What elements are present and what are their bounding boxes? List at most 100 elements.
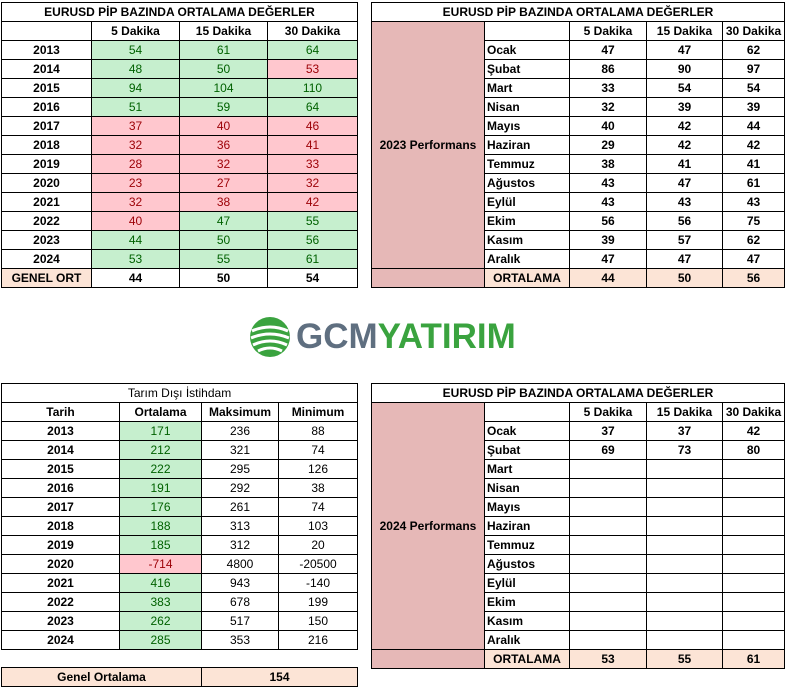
footer-label: GENEL ORT [1, 268, 92, 288]
column-header: Ortalama [119, 402, 202, 422]
perf-2024-table: EURUSD PİP BAZINDA ORTALAMA DEĞERLER 2024… [370, 383, 786, 669]
table-row: 2022 383 678 199 [1, 592, 359, 612]
column-header: Maksimum [201, 402, 279, 422]
value-cell: 42 [721, 421, 786, 441]
min-cell: 199 [277, 592, 359, 612]
year-cell: 2013 [1, 40, 92, 60]
side-label: 2023 Performans [371, 21, 485, 269]
table-row: Ocak 37 37 42 [372, 421, 786, 441]
average-cell: 191 [119, 478, 202, 498]
value-cell [721, 611, 786, 631]
max-cell: 236 [201, 421, 279, 441]
value-cell: 44 [721, 116, 786, 136]
footer-spacer [371, 268, 485, 288]
year-cell: 2020 [1, 554, 120, 574]
logo-text-gcm: GCM [296, 317, 378, 356]
table-row: Mart 33 54 54 [372, 78, 786, 98]
min-cell: 216 [277, 630, 359, 650]
value-cell: 40 [91, 211, 180, 231]
month-cell: Şubat [484, 59, 570, 79]
year-cell: 2023 [1, 611, 120, 631]
table-row: 2020 -714 4800 -20500 [1, 554, 359, 574]
value-cell: 28 [91, 154, 180, 174]
table-row: 2021 32 38 42 [1, 192, 358, 212]
value-cell [569, 497, 647, 517]
table-header-row: 2023 Performans 5 Dakika 15 Dakika 30 Dakik… [371, 21, 786, 269]
value-cell [569, 573, 647, 593]
table-title: Tarım Dışı İstihdam [0, 383, 359, 403]
value-cell [646, 459, 723, 479]
max-cell: 517 [201, 611, 279, 631]
value-cell: 55 [267, 211, 358, 231]
value-cell: 64 [267, 97, 358, 117]
perf-2024-body: EURUSD PİP BAZINDA ORTALAMA DEĞERLER 2024… [370, 383, 786, 669]
value-cell: 97 [721, 59, 786, 79]
logo-text: GCMYATIRIM [296, 317, 516, 357]
column-header: 30 Dakika [721, 21, 786, 41]
table-row: 2024 285 353 216 [1, 630, 359, 650]
column-header: 30 Dakika [267, 21, 358, 41]
table-row: 2014 212 321 74 [1, 440, 359, 460]
table-row: Mayıs 40 42 44 [372, 116, 786, 136]
value-cell: 90 [646, 59, 723, 79]
column-header [1, 21, 92, 41]
value-cell [721, 573, 786, 593]
gcm-yatirim-logo: GCMYATIRIM [248, 313, 518, 361]
value-cell: 75 [721, 211, 786, 231]
table-header-row: 2024 Performans 5 Dakika 15 Dakika 30 Dakik… [371, 402, 786, 650]
month-cell: Nisan [484, 97, 570, 117]
value-cell [646, 497, 723, 517]
footer-label: ORTALAMA [484, 268, 570, 288]
table-row: 2015 94 104 110 [1, 78, 358, 98]
month-cell: Mart [484, 459, 570, 479]
month-cell: Şubat [484, 440, 570, 460]
value-cell: 44 [91, 230, 180, 250]
value-cell: 54 [721, 78, 786, 98]
value-cell: 54 [91, 40, 180, 60]
column-header: 5 Dakika [569, 21, 647, 41]
table-row: 2019 28 32 33 [1, 154, 358, 174]
value-cell: 43 [646, 192, 723, 212]
column-header [484, 402, 570, 422]
value-cell: 48 [91, 59, 180, 79]
value-cell [721, 478, 786, 498]
footer-value: 50 [179, 268, 268, 288]
max-cell: 321 [201, 440, 279, 460]
table-header-row: 5 Dakika 15 Dakika 30 Dakika [1, 21, 358, 41]
value-cell: 80 [721, 440, 786, 460]
value-cell: 62 [721, 230, 786, 250]
footer-value: 44 [91, 268, 180, 288]
table-title-row: Tarım Dışı İstihdam [0, 383, 359, 403]
value-cell [721, 630, 786, 650]
year-cell: 2014 [1, 440, 120, 460]
table-row: 2024 53 55 61 [1, 249, 358, 269]
table-title: EURUSD PİP BAZINDA ORTALAMA DEĞERLER [1, 2, 358, 22]
average-cell: 188 [119, 516, 202, 536]
average-cell: 285 [119, 630, 202, 650]
value-cell: 56 [569, 211, 647, 231]
value-cell: 59 [179, 97, 268, 117]
average-cell: 416 [119, 573, 202, 593]
value-cell: 33 [569, 78, 647, 98]
footer-value: 53 [569, 649, 647, 669]
table-row: Ekim [372, 592, 786, 612]
table-row: 2017 37 40 46 [1, 116, 358, 136]
table-row: 2018 188 313 103 [1, 516, 359, 536]
year-cell: 2019 [1, 535, 120, 555]
value-cell: 61 [721, 173, 786, 193]
perf-2023-body: EURUSD PİP BAZINDA ORTALAMA DEĞERLER 2023… [370, 2, 786, 288]
column-header [484, 21, 570, 41]
footer-value: 55 [646, 649, 723, 669]
logo-text-yatirim: YATIRIM [377, 317, 516, 356]
max-cell: 261 [201, 497, 279, 517]
month-cell: Mart [484, 78, 570, 98]
month-cell: Mayıs [484, 116, 570, 136]
nfp-body: Tarım Dışı İstihdam Tarih Ortalama Maksimum… [0, 383, 359, 650]
value-cell [569, 611, 647, 631]
value-cell: 69 [569, 440, 647, 460]
year-cell: 2017 [1, 116, 92, 136]
value-cell: 43 [569, 173, 647, 193]
value-cell: 86 [569, 59, 647, 79]
table-row: 2016 191 292 38 [1, 478, 359, 498]
year-cell: 2016 [1, 97, 92, 117]
